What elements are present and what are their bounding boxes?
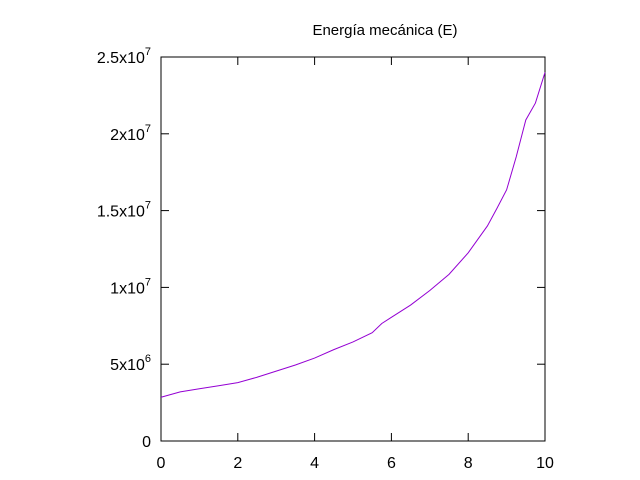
x-tick-label: 8 <box>464 455 473 472</box>
y-tick-label-exponent: 7 <box>145 123 151 135</box>
y-tick-label-base: 0 <box>142 434 151 451</box>
x-tick-label: 10 <box>536 455 554 472</box>
y-tick-label-exponent: 7 <box>145 276 151 288</box>
y-tick-label: 1.5x107 <box>97 200 151 221</box>
series-line-energy <box>160 72 546 398</box>
y-tick-label-base: 2x10 <box>110 127 145 144</box>
y-tick-label-base: 2.5x10 <box>97 50 145 67</box>
x-tick-label: 4 <box>310 455 319 472</box>
y-tick-label: 5x106 <box>110 353 151 374</box>
y-tick-label-base: 1.5x10 <box>97 204 145 221</box>
y-tick-label-exponent: 7 <box>145 46 151 58</box>
x-tick-label: 2 <box>233 455 242 472</box>
x-tick-label: 6 <box>387 455 396 472</box>
x-tick-label: 0 <box>157 455 166 472</box>
y-tick-label: 0 <box>142 434 151 451</box>
y-tick-label-base: 1x10 <box>110 280 145 297</box>
y-tick-label: 2.5x107 <box>97 46 151 67</box>
y-tick-label-base: 5x10 <box>110 357 145 374</box>
y-tick-label-exponent: 7 <box>145 200 151 212</box>
y-tick-label: 2x107 <box>110 123 151 144</box>
chart-title: Energía mecánica (E) <box>312 22 457 39</box>
y-tick-label-exponent: 6 <box>145 353 151 365</box>
plot-border <box>160 56 546 442</box>
y-tick-label: 1x107 <box>110 276 151 297</box>
axis-ticks <box>160 56 546 442</box>
